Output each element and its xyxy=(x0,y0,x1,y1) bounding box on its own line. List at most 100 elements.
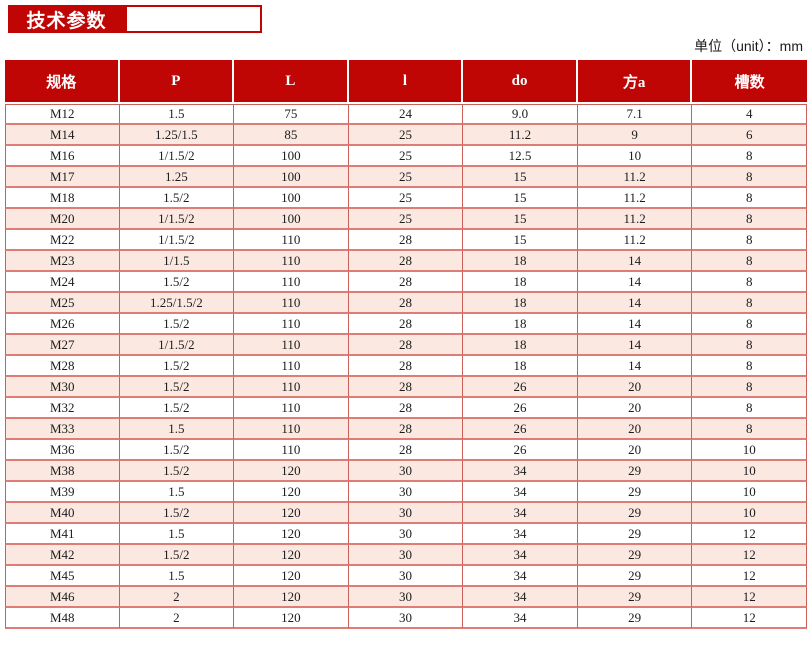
table-cell: 34 xyxy=(463,587,578,608)
table-cell: 29 xyxy=(577,608,693,629)
table-cell: 14 xyxy=(577,293,693,314)
table-cell: 10 xyxy=(577,146,693,167)
table-cell: M28 xyxy=(5,356,120,377)
table-cell: 18 xyxy=(463,272,578,293)
table-cell: 14 xyxy=(577,314,693,335)
table-cell: 12 xyxy=(692,587,807,608)
table-cell: 34 xyxy=(463,482,578,503)
table-row: M46 2 120 30 34 29 12 xyxy=(5,587,807,608)
table-row: M14 1.25/1.5 85 25 11.2 9 6 xyxy=(5,125,807,146)
table-cell: M40 xyxy=(5,503,120,524)
table-row: M30 1.5/2 110 28 26 20 8 xyxy=(5,377,807,398)
table-body: M12 1.5 75 24 9.0 7.1 4 M14 1.25/1.5 85 25 11.2 9 6 M1… xyxy=(5,104,807,629)
table-cell: 120 xyxy=(234,608,349,629)
table-cell: 26 xyxy=(463,419,578,440)
unit-label: 单位（unit）：mm xyxy=(694,38,803,54)
table-row: M38 1.5/2 120 30 34 29 10 xyxy=(5,461,807,482)
table-cell: 28 xyxy=(348,335,464,356)
table-cell: 120 xyxy=(234,566,349,587)
table-cell: 8 xyxy=(692,314,807,335)
table-cell: 30 xyxy=(348,461,464,482)
table-cell: 120 xyxy=(234,545,349,566)
table-cell: 1.5/2 xyxy=(119,461,235,482)
section-title-bar: 技术参数 xyxy=(8,5,807,33)
table-cell: 8 xyxy=(692,272,807,293)
table-cell: 110 xyxy=(234,440,349,461)
table-cell: 11.2 xyxy=(577,167,693,188)
table-cell: 1.5/2 xyxy=(119,272,235,293)
table-row: M39 1.5 120 30 34 29 10 xyxy=(5,482,807,503)
table-cell: 12 xyxy=(692,524,807,545)
table-cell: 20 xyxy=(577,377,693,398)
table-cell: 1.5 xyxy=(119,104,235,125)
table-cell: 1.5/2 xyxy=(119,503,235,524)
table-cell: 20 xyxy=(577,419,693,440)
table-cell: 120 xyxy=(234,461,349,482)
table-row: M40 1.5/2 120 30 34 29 10 xyxy=(5,503,807,524)
table-cell: 11.2 xyxy=(577,230,693,251)
table-cell: 1.5/2 xyxy=(119,398,235,419)
table-cell: 12.5 xyxy=(463,146,578,167)
table-cell: 1/1.5/2 xyxy=(119,230,235,251)
table-cell: 8 xyxy=(692,230,807,251)
table-cell: M14 xyxy=(5,125,120,146)
table-cell: 100 xyxy=(234,167,349,188)
table-cell: 30 xyxy=(348,503,464,524)
table-cell: 110 xyxy=(234,419,349,440)
column-header: 规格 xyxy=(5,60,120,104)
table-cell: 24 xyxy=(348,104,464,125)
column-header: l xyxy=(348,60,464,104)
table-cell: 2 xyxy=(119,608,235,629)
table-cell: 120 xyxy=(234,503,349,524)
table-cell: 6 xyxy=(692,125,807,146)
table-cell: 120 xyxy=(234,587,349,608)
table-row: M24 1.5/2 110 28 18 14 8 xyxy=(5,272,807,293)
table-cell: 1.5 xyxy=(119,482,235,503)
table-cell: 110 xyxy=(234,356,349,377)
table-cell: 18 xyxy=(463,356,578,377)
table-cell: 110 xyxy=(234,251,349,272)
table-cell: 15 xyxy=(463,167,578,188)
table-cell: 100 xyxy=(234,146,349,167)
table-cell: M18 xyxy=(5,188,120,209)
table-cell: 25 xyxy=(348,188,464,209)
table-cell: 8 xyxy=(692,251,807,272)
table-cell: M17 xyxy=(5,167,120,188)
table-cell: 14 xyxy=(577,272,693,293)
table-cell: 18 xyxy=(463,293,578,314)
table-cell: 1.5 xyxy=(119,566,235,587)
table-cell: 15 xyxy=(463,209,578,230)
table-cell: 34 xyxy=(463,503,578,524)
table-cell: M25 xyxy=(5,293,120,314)
table-cell: 30 xyxy=(348,524,464,545)
table-cell: 1.5/2 xyxy=(119,377,235,398)
table-cell: 8 xyxy=(692,335,807,356)
table-cell: 15 xyxy=(463,230,578,251)
table-cell: 1.5 xyxy=(119,419,235,440)
table-cell: M48 xyxy=(5,608,120,629)
table-cell: 8 xyxy=(692,167,807,188)
table-cell: 25 xyxy=(348,146,464,167)
table-cell: 30 xyxy=(348,608,464,629)
table-cell: M32 xyxy=(5,398,120,419)
table-cell: 4 xyxy=(692,104,807,125)
table-cell: M36 xyxy=(5,440,120,461)
table-cell: 8 xyxy=(692,419,807,440)
table-cell: M33 xyxy=(5,419,120,440)
table-cell: 1/1.5 xyxy=(119,251,235,272)
table-cell: 110 xyxy=(234,293,349,314)
table-cell: 20 xyxy=(577,440,693,461)
table-cell: 26 xyxy=(463,440,578,461)
table-cell: M26 xyxy=(5,314,120,335)
table-cell: 18 xyxy=(463,314,578,335)
table-row: M26 1.5/2 110 28 18 14 8 xyxy=(5,314,807,335)
table-cell: 30 xyxy=(348,587,464,608)
table-cell: 110 xyxy=(234,398,349,419)
table-row: M33 1.5 110 28 26 20 8 xyxy=(5,419,807,440)
table-row: M42 1.5/2 120 30 34 29 12 xyxy=(5,545,807,566)
table-row: M20 1/1.5/2 100 25 15 11.2 8 xyxy=(5,209,807,230)
table-cell: 28 xyxy=(348,356,464,377)
table-cell: 29 xyxy=(577,461,693,482)
table-row: M18 1.5/2 100 25 15 11.2 8 xyxy=(5,188,807,209)
table-cell: M12 xyxy=(5,104,120,125)
